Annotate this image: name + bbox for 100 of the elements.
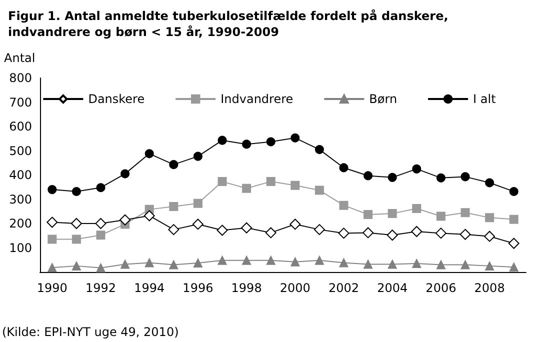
chart-title: Figur 1. Antal anmeldte tuberkulosetilfælde fordelt på danskere, indvandrere og børn < 15 år, 1990-2009: [8, 9, 448, 39]
point: [314, 145, 324, 154]
point: [436, 173, 446, 182]
x-tick-label: 1994: [134, 281, 165, 295]
point: [192, 218, 204, 230]
point: [242, 140, 252, 149]
point: [509, 214, 518, 224]
point: [314, 224, 325, 236]
point: [509, 186, 518, 196]
point: [290, 133, 300, 142]
point: [168, 224, 180, 236]
legend-label: I alt: [473, 92, 496, 106]
point: [485, 178, 494, 188]
point: [96, 263, 106, 272]
point: [120, 260, 130, 269]
point: [72, 234, 81, 244]
point: [46, 216, 58, 228]
point: [95, 218, 106, 229]
y-tick-label: 100: [9, 240, 32, 255]
point: [144, 258, 154, 268]
point: [169, 160, 178, 170]
point: [144, 149, 154, 158]
point: [265, 227, 276, 238]
point: [193, 198, 202, 208]
point: [460, 172, 470, 182]
point: [436, 212, 446, 221]
point: [386, 230, 398, 241]
point: [169, 202, 178, 212]
y-tick-label: 600: [9, 120, 32, 134]
point: [290, 180, 300, 190]
point: [362, 227, 374, 238]
point: [411, 226, 422, 238]
point: [436, 260, 446, 270]
point: [435, 228, 446, 239]
point: [72, 261, 81, 270]
x-tick-label: 2008: [474, 281, 505, 295]
text: (Kilde: EPI-NYT uge 49, 2010): [2, 325, 179, 339]
legend-label: Indvandrere: [220, 92, 294, 106]
legend-label: Børn: [369, 92, 398, 106]
point: [144, 210, 155, 222]
x-tick-label: 2000: [280, 281, 310, 295]
point: [290, 218, 301, 230]
point: [120, 169, 130, 178]
point: [218, 177, 227, 186]
point: [290, 257, 300, 266]
point: [48, 185, 57, 194]
y-tick-label: 400: [9, 168, 32, 182]
point: [460, 228, 471, 240]
legend-label: Danskere: [88, 92, 145, 106]
y-tick-label: 800: [9, 71, 32, 85]
point: [193, 152, 202, 161]
point: [96, 183, 106, 192]
point: [388, 172, 397, 182]
point: [485, 213, 494, 222]
point: [364, 171, 373, 180]
point: [72, 186, 81, 196]
point: [388, 209, 397, 218]
x-tick-label: 1990: [36, 281, 68, 295]
point: [485, 261, 494, 270]
point: [412, 204, 422, 213]
y-tick-label: 500: [9, 144, 32, 158]
point: [338, 228, 350, 239]
point: [266, 256, 276, 265]
point: [169, 260, 178, 270]
point: [120, 214, 131, 226]
point: [484, 230, 496, 242]
x-tick-label: 1992: [85, 281, 116, 295]
point: [364, 260, 373, 269]
x-tick-label: 2006: [426, 281, 456, 295]
y-tick-label: 700: [9, 95, 32, 110]
point: [48, 263, 57, 272]
point: [314, 186, 324, 195]
point: [242, 256, 252, 265]
y-tick-label: 200: [9, 216, 32, 230]
point: [339, 163, 348, 172]
point: [388, 260, 397, 269]
point: [412, 259, 422, 268]
point: [266, 177, 276, 186]
point: [460, 208, 470, 218]
x-tick-label: 2002: [328, 281, 360, 295]
x-tick-label: 2004: [377, 281, 408, 295]
point: [364, 210, 373, 220]
x-tick-label: 1996: [182, 281, 214, 295]
point: [241, 222, 252, 234]
point: [508, 238, 520, 249]
point: [216, 224, 228, 236]
point: [48, 234, 57, 244]
point: [218, 256, 227, 265]
point: [193, 258, 202, 268]
point: [412, 164, 422, 174]
y-tick-label: 300: [9, 192, 32, 206]
point: [218, 136, 227, 145]
point: [96, 230, 106, 240]
point: [509, 262, 518, 272]
point: [314, 256, 324, 265]
x-tick-label: 1998: [231, 281, 262, 295]
point: [242, 184, 252, 193]
y-axis-title: Antal: [4, 51, 36, 65]
point: [266, 137, 276, 146]
point: [70, 218, 82, 229]
